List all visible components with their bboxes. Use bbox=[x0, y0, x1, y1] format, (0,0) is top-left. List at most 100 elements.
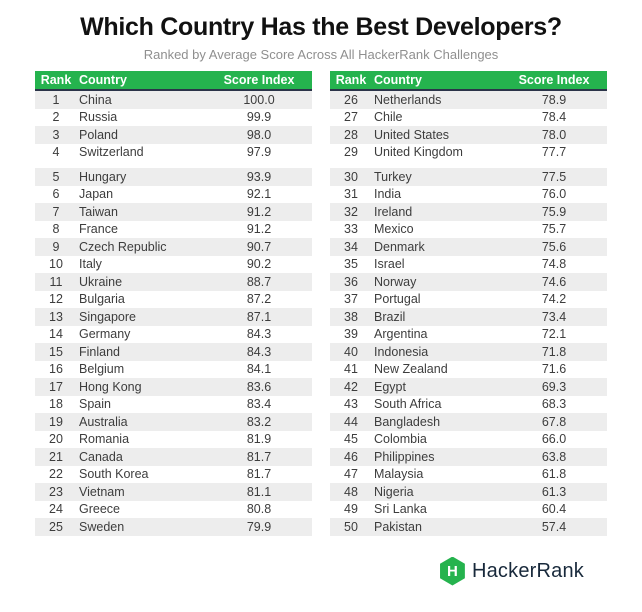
table-row: 21 Canada 81.7 bbox=[35, 448, 312, 466]
rank-cell: 16 bbox=[49, 362, 63, 377]
rank-cell: 19 bbox=[49, 414, 63, 429]
score-cell: 71.8 bbox=[541, 344, 567, 359]
score-cell: 77.7 bbox=[541, 145, 567, 160]
table-row: 37 Portugal 74.2 bbox=[330, 291, 607, 309]
table-row: 40 Indonesia 71.8 bbox=[330, 343, 607, 361]
column-header-rank: Rank bbox=[335, 73, 367, 87]
table-row: 11 Ukraine 88.7 bbox=[35, 273, 312, 291]
rank-cell: 29 bbox=[344, 145, 358, 160]
score-cell: 84.3 bbox=[246, 344, 272, 359]
country-cell: Pakistan bbox=[374, 519, 422, 534]
country-cell: Vietnam bbox=[79, 484, 125, 499]
table-row: 17 Hong Kong 83.6 bbox=[35, 378, 312, 396]
table-row: 6 Japan 92.1 bbox=[35, 186, 312, 204]
rank-cell: 43 bbox=[344, 397, 358, 412]
ranking-tables: Rank Country Score Index 1 China 100.0 2 Rus… bbox=[0, 71, 642, 536]
rank-cell: 20 bbox=[49, 432, 63, 447]
score-cell: 81.7 bbox=[246, 449, 272, 464]
table-row: 32 Ireland 75.9 bbox=[330, 203, 607, 221]
score-cell: 81.1 bbox=[246, 484, 272, 499]
table-row: 23 Vietnam 81.1 bbox=[35, 483, 312, 501]
table-row: 28 United States 78.0 bbox=[330, 126, 607, 144]
table-row: 16 Belgium 84.1 bbox=[35, 361, 312, 379]
country-cell: Czech Republic bbox=[79, 239, 167, 254]
score-cell: 87.2 bbox=[246, 292, 272, 307]
country-cell: Hungary bbox=[79, 169, 127, 184]
country-cell: Sweden bbox=[79, 519, 125, 534]
country-cell: Denmark bbox=[374, 239, 425, 254]
table-row: 34 Denmark 75.6 bbox=[330, 238, 607, 256]
score-cell: 100.0 bbox=[243, 92, 275, 107]
rank-cell: 49 bbox=[344, 502, 358, 517]
table-row: 1 China 100.0 bbox=[35, 91, 312, 109]
table-header: Rank Country Score Index bbox=[330, 71, 607, 91]
country-cell: Argentina bbox=[374, 327, 428, 342]
rank-cell: 25 bbox=[49, 519, 63, 534]
country-cell: Norway bbox=[374, 274, 417, 289]
page-subtitle: Ranked by Average Score Across All Hacke… bbox=[143, 47, 499, 62]
score-cell: 74.6 bbox=[541, 274, 567, 289]
country-cell: Japan bbox=[79, 187, 114, 202]
rank-cell: 17 bbox=[49, 379, 63, 394]
score-cell: 68.3 bbox=[541, 397, 567, 412]
score-cell: 84.3 bbox=[246, 327, 272, 342]
table-row: 41 New Zealand 71.6 bbox=[330, 361, 607, 379]
country-cell: Poland bbox=[79, 127, 118, 142]
table-row: 5 Hungary 93.9 bbox=[35, 168, 312, 186]
table-row: 46 Philippines 63.8 bbox=[330, 448, 607, 466]
rank-cell: 12 bbox=[49, 292, 63, 307]
hackerrank-logo-monogram: H bbox=[447, 562, 458, 580]
rank-cell: 42 bbox=[344, 379, 358, 394]
rank-cell: 24 bbox=[49, 502, 63, 517]
country-cell: Sri Lanka bbox=[374, 502, 427, 517]
page-title: Which Country Has the Best Developers? bbox=[80, 13, 562, 41]
score-cell: 90.2 bbox=[246, 257, 272, 272]
rank-cell: 18 bbox=[49, 397, 63, 412]
table-row: 45 Colombia 66.0 bbox=[330, 431, 607, 449]
score-cell: 61.3 bbox=[541, 484, 567, 499]
country-cell: Romania bbox=[79, 432, 130, 447]
country-cell: Portugal bbox=[374, 292, 421, 307]
rank-table-1-25: Rank Country Score Index 1 China 100.0 2 Rus… bbox=[35, 71, 312, 536]
table-row: 44 Bangladesh 67.8 bbox=[330, 413, 607, 431]
table-row: 7 Taiwan 91.2 bbox=[35, 203, 312, 221]
score-cell: 69.3 bbox=[541, 379, 567, 394]
country-cell: Turkey bbox=[374, 169, 412, 184]
score-cell: 66.0 bbox=[541, 432, 567, 447]
table-row: 10 Italy 90.2 bbox=[35, 256, 312, 274]
score-cell: 72.1 bbox=[541, 327, 567, 342]
rank-cell: 10 bbox=[49, 257, 63, 272]
column-header-country: Country bbox=[79, 73, 127, 87]
table-row: 26 Netherlands 78.9 bbox=[330, 91, 607, 109]
column-header-rank: Rank bbox=[40, 73, 72, 87]
table-row: 30 Turkey 77.5 bbox=[330, 168, 607, 186]
country-cell: Mexico bbox=[374, 222, 414, 237]
rank-cell: 48 bbox=[344, 484, 358, 499]
rank-table-26-50: Rank Country Score Index 26 Netherlands 78… bbox=[330, 71, 607, 536]
rank-cell: 7 bbox=[52, 204, 60, 219]
table-row: 24 Greece 80.8 bbox=[35, 501, 312, 519]
rank-cell: 34 bbox=[344, 239, 358, 254]
table-row: 36 Norway 74.6 bbox=[330, 273, 607, 291]
rank-cell: 47 bbox=[344, 467, 358, 482]
country-cell: Indonesia bbox=[374, 344, 429, 359]
rank-cell: 15 bbox=[49, 344, 63, 359]
rank-cell: 14 bbox=[49, 327, 63, 342]
score-cell: 74.2 bbox=[541, 292, 567, 307]
rank-cell: 11 bbox=[49, 274, 63, 289]
country-cell: Greece bbox=[79, 502, 120, 517]
country-cell: Malaysia bbox=[374, 467, 424, 482]
country-cell: United Kingdom bbox=[374, 145, 463, 160]
country-cell: China bbox=[79, 92, 112, 107]
score-cell: 78.9 bbox=[541, 92, 567, 107]
score-cell: 79.9 bbox=[246, 519, 272, 534]
score-cell: 98.0 bbox=[246, 127, 272, 142]
table-row: 39 Argentina 72.1 bbox=[330, 326, 607, 344]
table-row: 4 Switzerland 97.9 bbox=[35, 144, 312, 162]
hackerrank-logo-text: HackerRank bbox=[471, 559, 584, 582]
country-cell: India bbox=[374, 187, 402, 202]
rank-cell: 6 bbox=[52, 187, 60, 202]
column-header-score: Score Index bbox=[518, 73, 590, 87]
rank-cell: 22 bbox=[49, 467, 63, 482]
country-cell: Brazil bbox=[374, 309, 406, 324]
